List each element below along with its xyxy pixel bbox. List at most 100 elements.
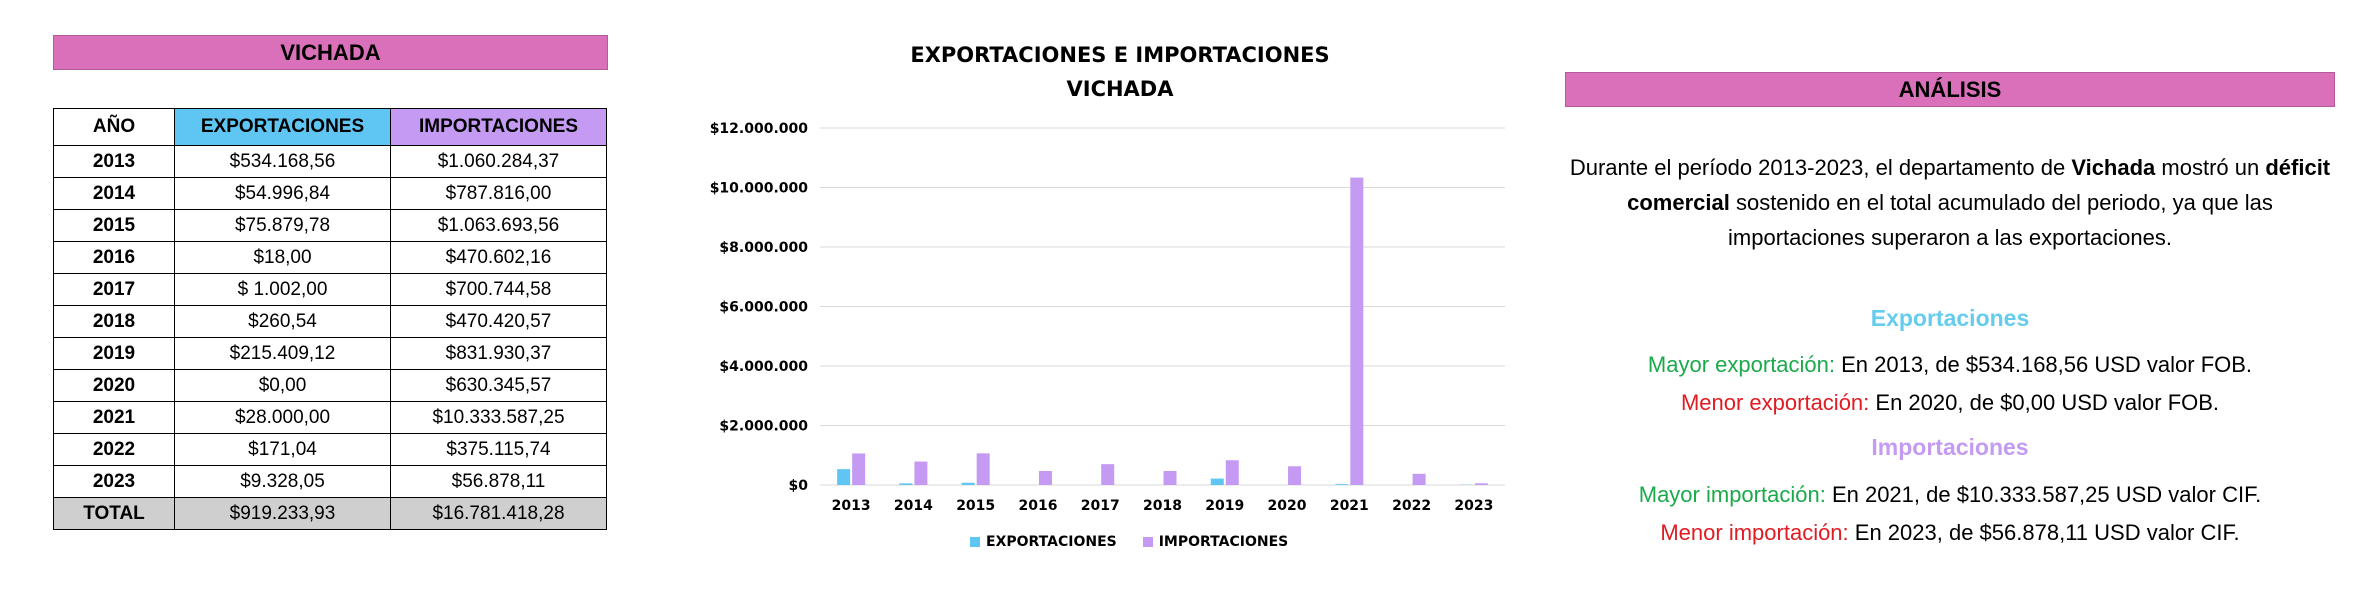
y-tick-label: $8.000.000 xyxy=(719,240,808,256)
cell-exports: $260,54 xyxy=(174,305,391,338)
table-title: VICHADA xyxy=(53,35,608,70)
legend-label-exports: EXPORTACIONES xyxy=(986,534,1117,550)
exports-heading: Exportaciones xyxy=(1870,305,2030,331)
max-export-label: Mayor exportación: xyxy=(1647,352,1836,377)
max-export-text: En 2013, de $534.168,56 USD valor FOB. xyxy=(1835,352,2253,377)
table-row: 2014 $54.996,84 $787.816,00 xyxy=(53,177,607,210)
cell-exports: $28.000,00 xyxy=(174,401,391,434)
chart-legend: EXPORTACIONES IMPORTACIONES xyxy=(970,534,1288,550)
cell-year: 2013 xyxy=(53,145,175,178)
table-row: 2019 $215.409,12 $831.930,37 xyxy=(53,337,607,370)
cell-imports: $470.420,57 xyxy=(390,305,607,338)
y-tick-label: $12.000.000 xyxy=(710,121,809,137)
legend-item-exports: EXPORTACIONES xyxy=(970,534,1117,550)
table-row: 2015 $75.879,78 $1.063.693,56 xyxy=(53,209,607,242)
table-header-row: AÑO EXPORTACIONES IMPORTACIONES xyxy=(53,108,607,146)
cell-imports: $630.345,57 xyxy=(390,369,607,402)
cell-imports: $56.878,11 xyxy=(390,465,607,498)
x-tick-label: 2013 xyxy=(832,498,871,514)
bar-imports xyxy=(1101,464,1115,485)
cell-imports: $1.060.284,37 xyxy=(390,145,607,178)
legend-swatch-exports xyxy=(970,537,980,547)
cell-year: 2020 xyxy=(53,369,175,402)
legend-label-imports: IMPORTACIONES xyxy=(1158,534,1289,550)
table-total-row: TOTAL $919.233,93 $16.781.418,28 xyxy=(53,497,607,530)
y-tick-label: $4.000.000 xyxy=(719,359,808,375)
total-exports: $919.233,93 xyxy=(174,497,391,530)
cell-year: 2022 xyxy=(53,433,175,466)
min-import-text: En 2023, de $56.878,11 USD valor CIF. xyxy=(1848,520,2240,545)
table-row: 2020 $0,00 $630.345,57 xyxy=(53,369,607,402)
cell-imports: $831.930,37 xyxy=(390,337,607,370)
bar-imports xyxy=(1412,473,1426,485)
imports-heading: Importaciones xyxy=(1871,434,2029,460)
cell-imports: $10.333.587,25 xyxy=(390,401,607,434)
cell-exports: $0,00 xyxy=(174,369,391,402)
legend-item-imports: IMPORTACIONES xyxy=(1142,534,1289,550)
y-tick-label: $10.000.000 xyxy=(710,181,809,197)
bar-imports xyxy=(1038,470,1052,485)
cell-imports: $787.816,00 xyxy=(390,177,607,210)
cell-exports: $534.168,56 xyxy=(174,145,391,178)
bar-exports xyxy=(899,483,913,485)
min-export-label: Menor exportación: xyxy=(1680,390,1870,415)
x-tick-label: 2023 xyxy=(1454,498,1493,514)
cell-exports: $215.409,12 xyxy=(174,337,391,370)
cell-exports: $9.328,05 xyxy=(174,465,391,498)
bar-exports xyxy=(1210,478,1224,485)
max-export-line: Mayor exportación: En 2013, de $534.168,… xyxy=(1565,350,2335,380)
x-tick-label: 2021 xyxy=(1330,498,1369,514)
x-tick-label: 2018 xyxy=(1143,498,1182,514)
analysis-title: ANÁLISIS xyxy=(1565,72,2335,107)
bar-imports xyxy=(1288,466,1302,485)
header-exports: EXPORTACIONES xyxy=(174,108,391,146)
table-row: 2013 $534.168,56 $1.060.284,37 xyxy=(53,145,607,178)
cell-year: 2016 xyxy=(53,241,175,274)
bar-chart: $0 $2.000.000 $4.000.000 $6.000.000 $8.000.0… xyxy=(710,121,1505,514)
max-import-text: En 2021, de $10.333.587,25 USD valor CIF… xyxy=(1825,482,2262,507)
total-imports: $16.781.418,28 xyxy=(390,497,607,530)
cell-year: 2017 xyxy=(53,273,175,306)
min-import-label: Menor importación: xyxy=(1660,520,1849,545)
max-import-label: Mayor importación: xyxy=(1638,482,1826,507)
cell-imports: $375.115,74 xyxy=(390,433,607,466)
cell-year: 2018 xyxy=(53,305,175,338)
x-tick-label: 2019 xyxy=(1205,498,1244,514)
x-tick-label: 2020 xyxy=(1268,498,1307,514)
table-row: 2021 $28.000,00 $10.333.587,25 xyxy=(53,401,607,434)
header-year: AÑO xyxy=(53,108,175,146)
cell-year: 2023 xyxy=(53,465,175,498)
chart-title-line2: VICHADA xyxy=(1066,77,1174,101)
bar-imports xyxy=(914,461,928,485)
legend-swatch-imports xyxy=(1142,537,1153,547)
header-imports: IMPORTACIONES xyxy=(390,108,607,146)
analysis-paragraph: Durante el período 2013-2023, el departa… xyxy=(1565,150,2335,255)
chart-title-line1: EXPORTACIONES E IMPORTACIONES xyxy=(910,43,1330,67)
cell-exports: $171,04 xyxy=(174,433,391,466)
analysis-bold-deficit: déficit comercial xyxy=(1627,155,2331,215)
min-export-text: En 2020, de $0,00 USD valor FOB. xyxy=(1869,390,2220,415)
cell-year: 2021 xyxy=(53,401,175,434)
bar-imports xyxy=(976,453,990,485)
analysis-bold-dept: Vichada xyxy=(2071,155,2156,180)
min-import-line: Menor importación: En 2023, de $56.878,1… xyxy=(1565,518,2335,548)
y-tick-label: $0 xyxy=(789,478,809,494)
cell-exports: $75.879,78 xyxy=(174,209,391,242)
trade-table: AÑO EXPORTACIONES IMPORTACIONES 2013 $534… xyxy=(53,108,607,530)
table-row: 2016 $18,00 $470.602,16 xyxy=(53,241,607,274)
analysis-text-3: sostenido en el total acumulado del peri… xyxy=(1728,190,2273,250)
y-tick-label: $2.000.000 xyxy=(719,419,808,435)
x-tick-label: 2016 xyxy=(1018,498,1057,514)
table-row: 2022 $171,04 $375.115,74 xyxy=(53,433,607,466)
bar-imports xyxy=(1225,460,1239,485)
cell-year: 2014 xyxy=(53,177,175,210)
bar-imports xyxy=(1350,177,1364,485)
bar-imports xyxy=(1474,483,1488,485)
x-tick-label: 2014 xyxy=(894,498,933,514)
bar-imports xyxy=(852,453,866,485)
bar-imports xyxy=(1163,471,1177,485)
x-tick-label: 2015 xyxy=(956,498,995,514)
analysis-text-2: mostró un xyxy=(2155,155,2266,180)
table-row: 2023 $9.328,05 $56.878,11 xyxy=(53,465,607,498)
bar-exports xyxy=(1335,484,1349,485)
